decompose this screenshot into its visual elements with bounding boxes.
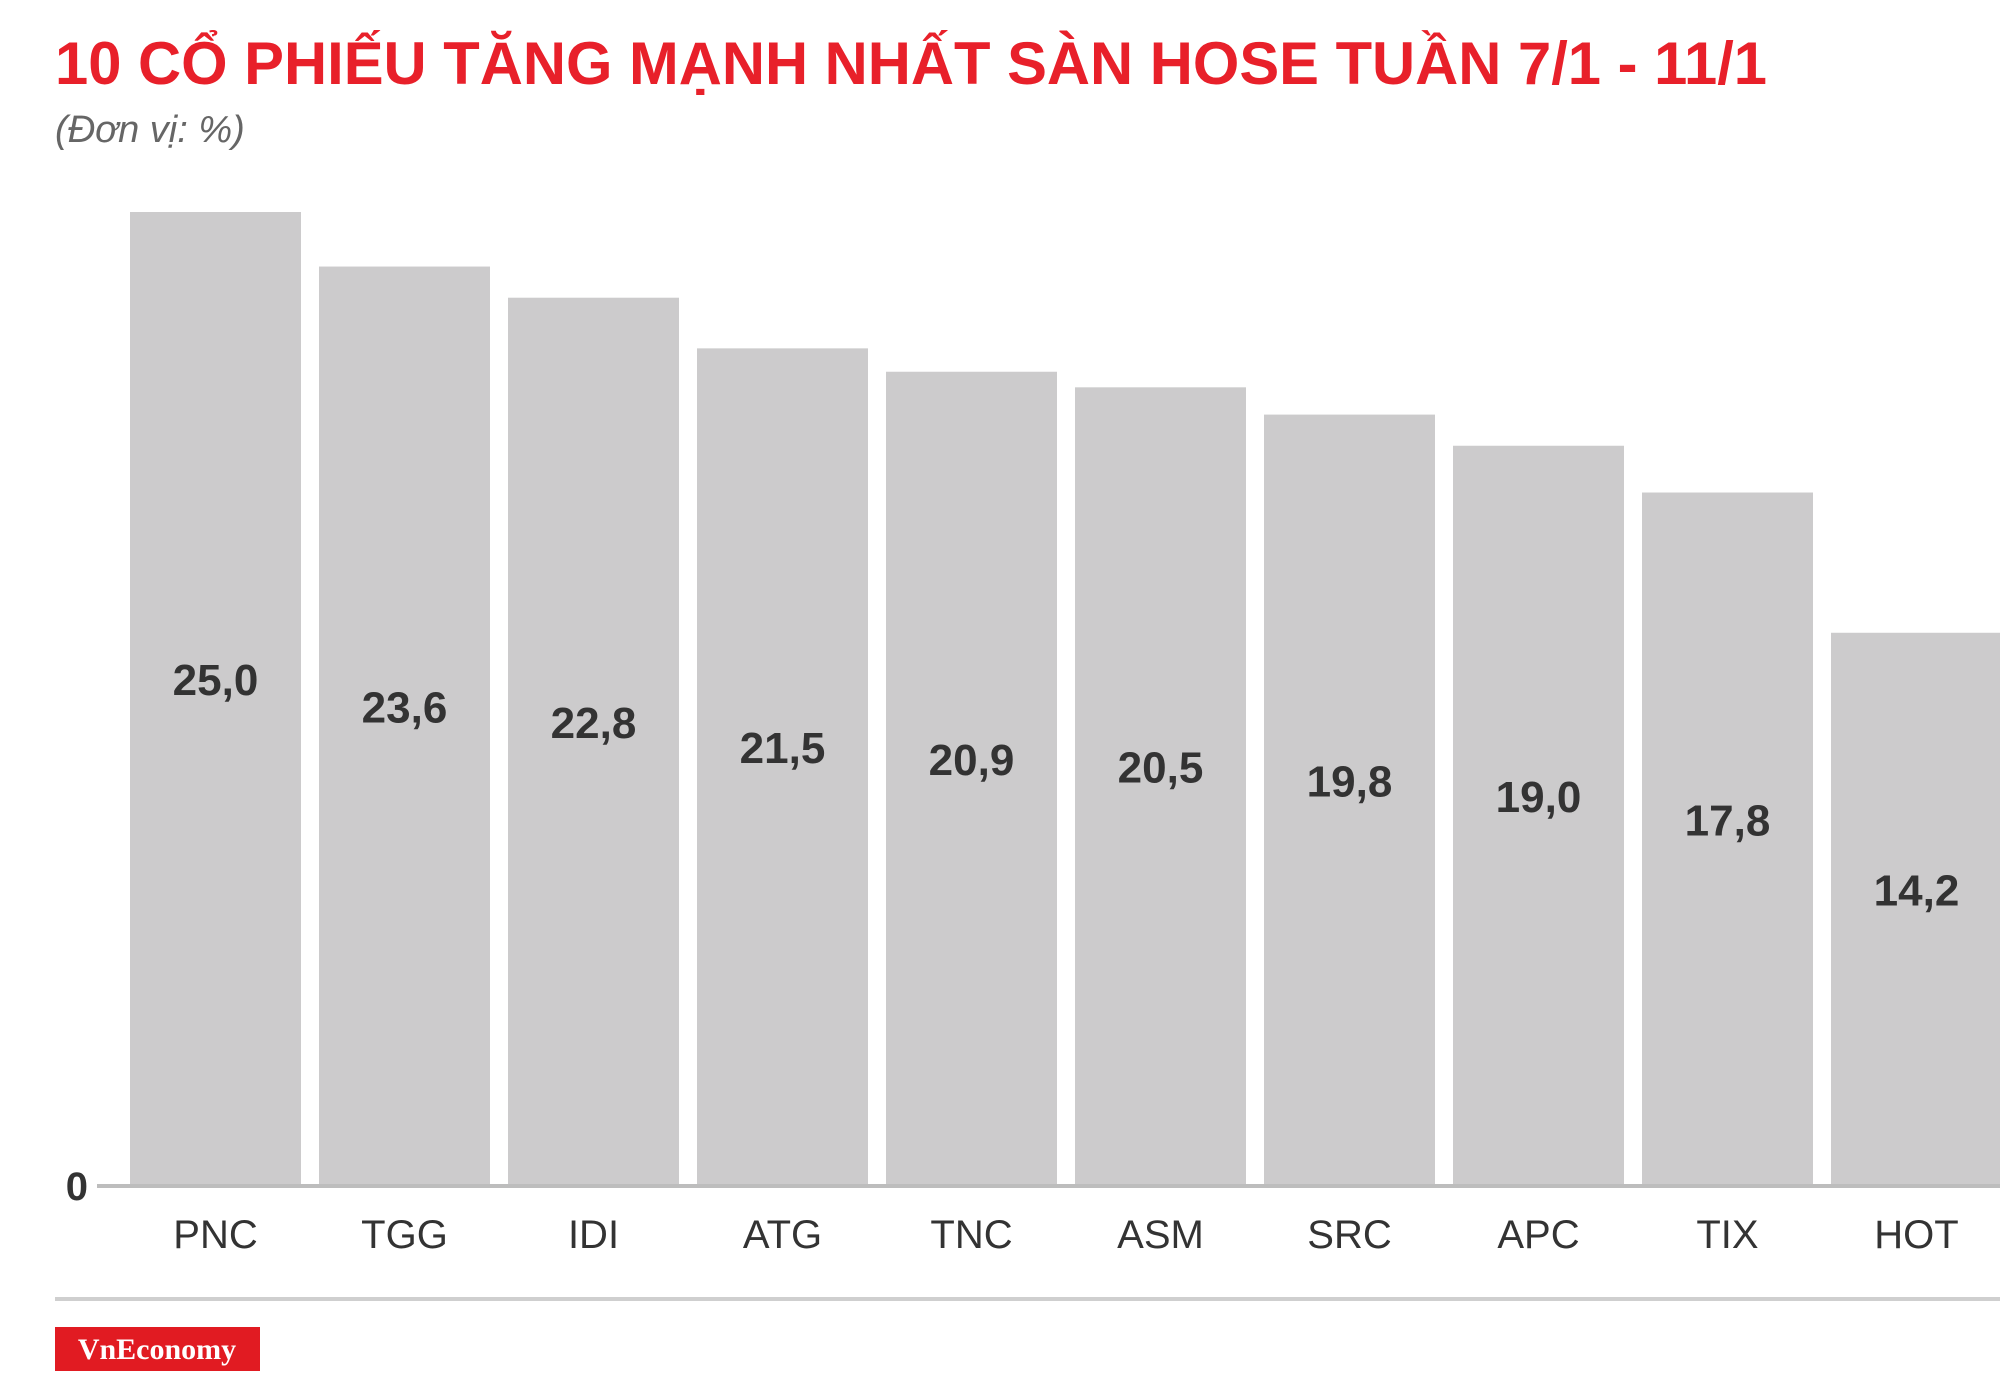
bar [1642,492,1813,1187]
x-tick-label: HOT [1874,1213,1958,1257]
bar [886,371,1057,1187]
bar [319,266,490,1186]
value-label: 17,8 [1685,796,1771,845]
value-label: 14,2 [1874,866,1960,915]
bar [1264,414,1435,1186]
x-tick-label: PNC [173,1213,257,1257]
x-tick-label: ASM [1117,1213,1204,1257]
y-tick-label: 0 [66,1165,88,1209]
bar [1831,632,2000,1186]
value-label: 20,5 [1118,744,1204,793]
x-tick-label: SRC [1307,1213,1391,1257]
x-tick-label: IDI [568,1213,619,1257]
bar [130,212,301,1186]
x-tick-label: TGG [361,1213,448,1257]
value-label: 21,5 [740,724,826,773]
chart-title: 10 CỔ PHIẾU TĂNG MẠNH NHẤT SÀN HOSE TUẦN… [55,30,1767,97]
x-tick-label: TNC [930,1213,1012,1257]
x-tick-label: ATG [743,1213,822,1257]
logo: VnEconomy [78,1333,236,1366]
x-tick-label: TIX [1696,1213,1758,1257]
bar [1075,387,1246,1186]
bar [508,297,679,1186]
x-tick-label: APC [1497,1213,1579,1257]
value-label: 19,8 [1307,757,1393,806]
bar [1453,445,1624,1186]
chart-subtitle: (Đơn vị: %) [55,109,245,151]
value-label: 19,0 [1496,773,1582,822]
logo-box [55,1327,260,1371]
value-label: 23,6 [362,683,448,732]
value-label: 20,9 [929,736,1015,785]
value-label: 22,8 [551,699,637,748]
bar [697,348,868,1186]
value-label: 25,0 [173,656,259,705]
